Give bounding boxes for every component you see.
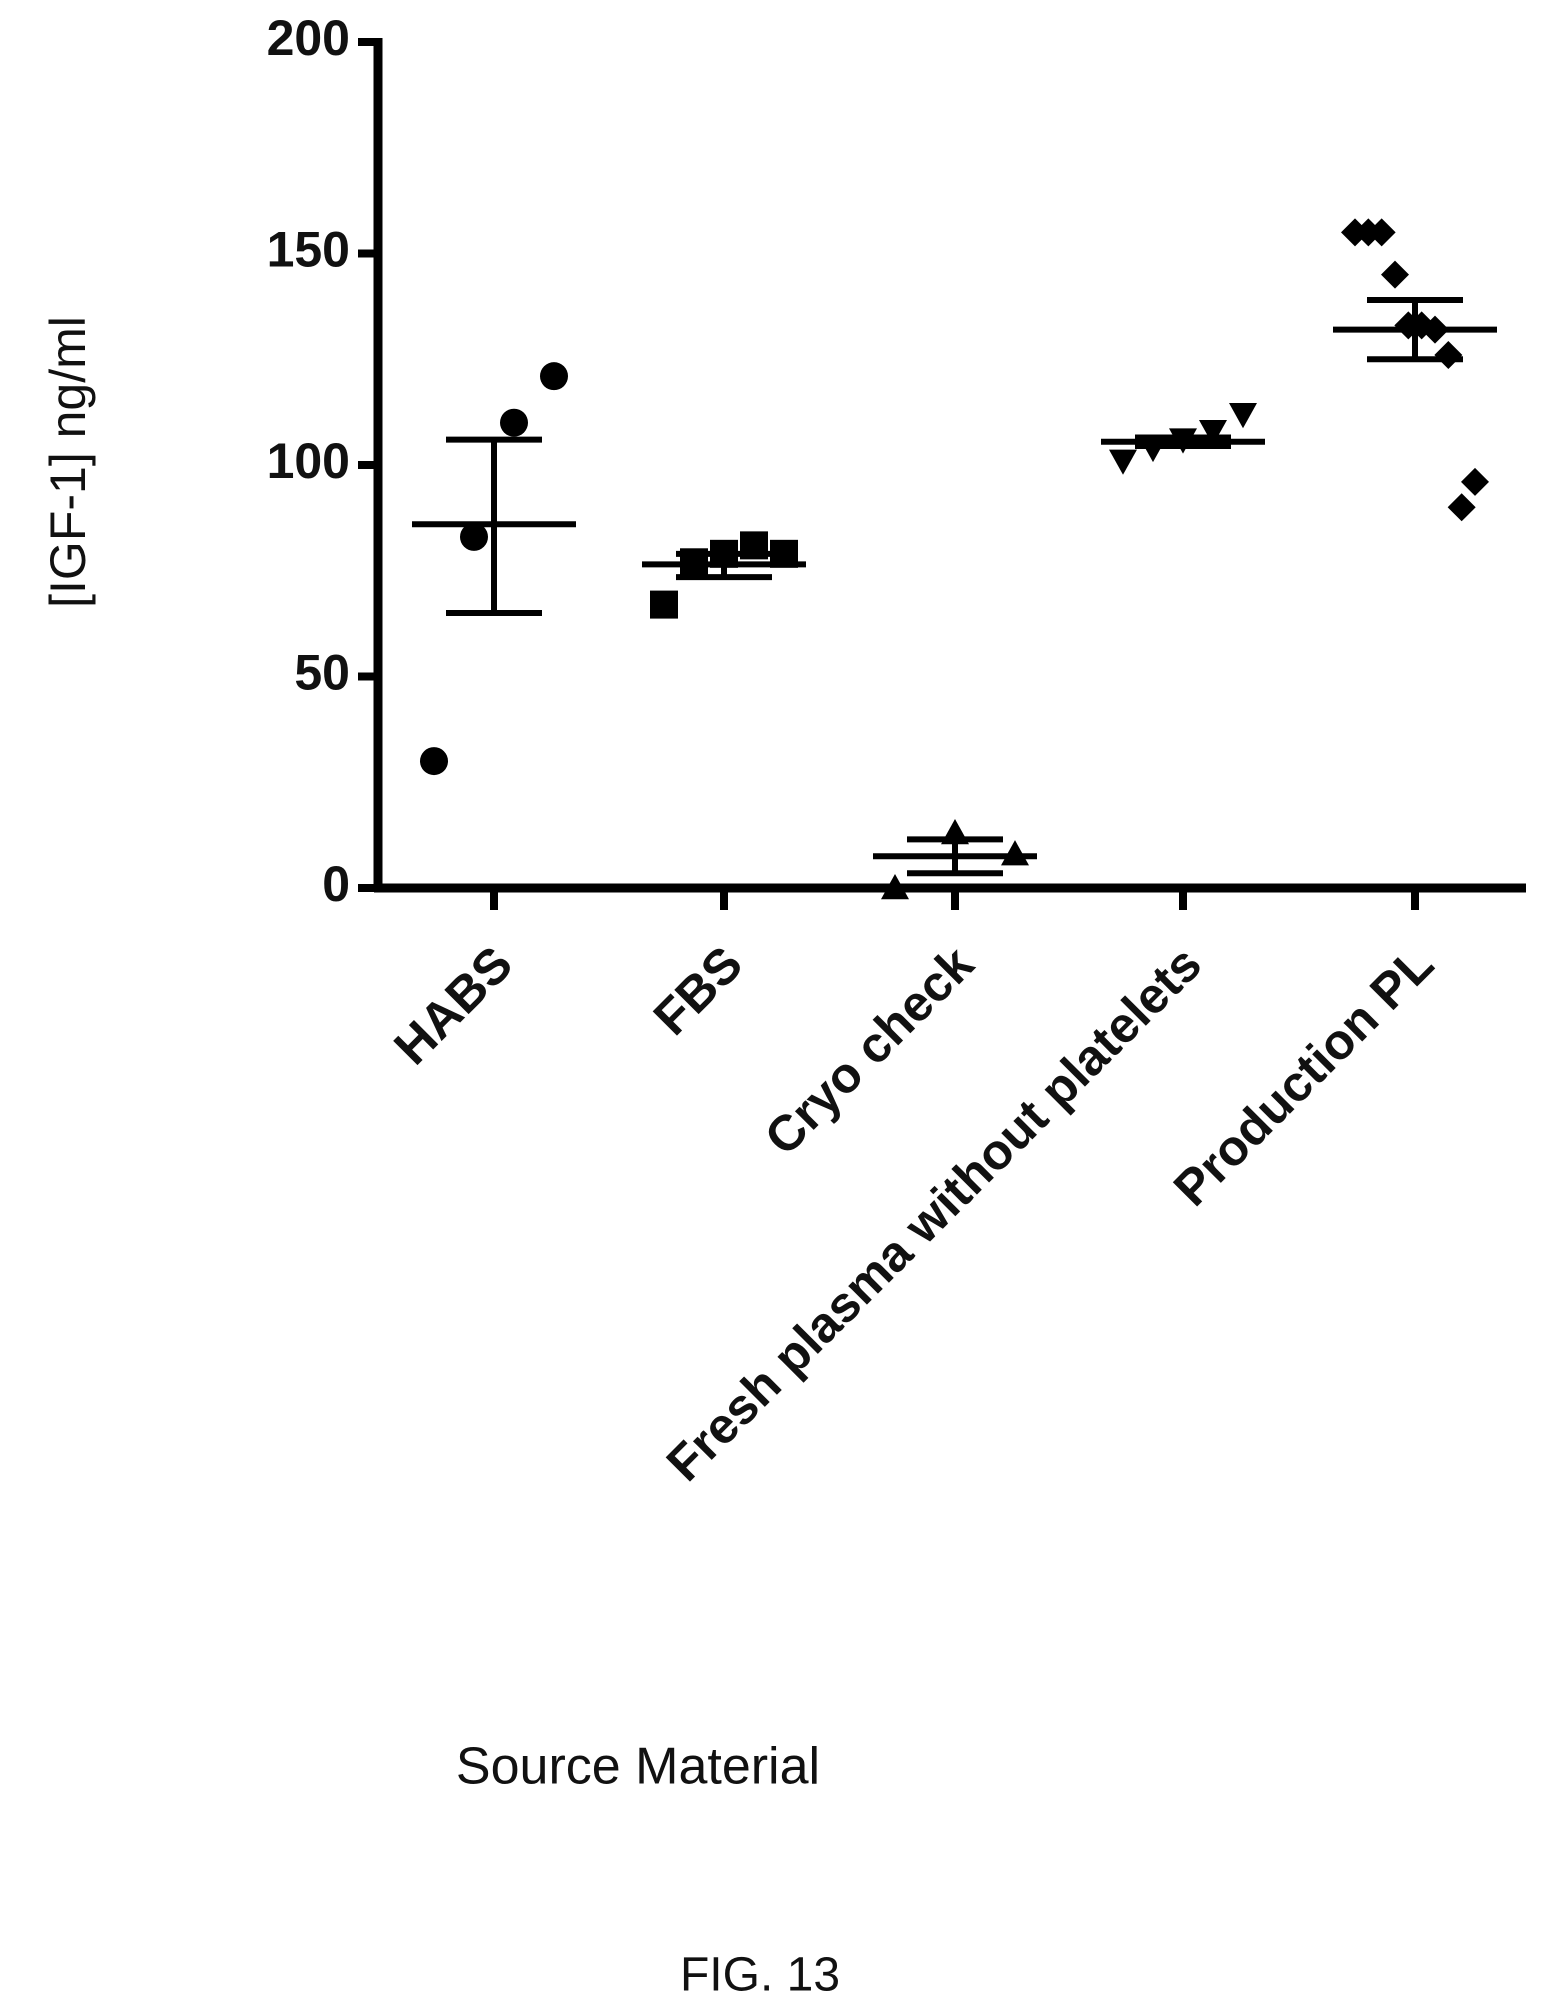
y-tick-label: 50 <box>294 645 350 701</box>
data-marks <box>420 218 1489 900</box>
x-axis-label: Source Material <box>456 1738 820 1796</box>
axes <box>373 38 1526 893</box>
data-point <box>1461 467 1489 496</box>
figure-caption: FIG. 13 <box>680 1949 840 2002</box>
data-point <box>460 522 488 551</box>
data-point <box>1434 341 1463 370</box>
y-tick-label: 100 <box>267 433 350 489</box>
data-point <box>1199 419 1227 446</box>
y-tick-label: 150 <box>267 222 350 278</box>
y-tick-label: 0 <box>322 856 350 912</box>
data-point <box>1381 260 1409 289</box>
data-point <box>650 590 678 619</box>
data-point <box>881 874 909 900</box>
data-point <box>1229 403 1257 429</box>
y-tick-label: 200 <box>267 10 350 66</box>
x-category-label: FBS <box>643 936 753 1046</box>
data-point <box>420 747 448 776</box>
y-axis-label: [IGF-1] ng/ml <box>40 316 96 608</box>
data-point <box>1109 449 1137 475</box>
x-category-label: HABS <box>383 936 523 1076</box>
data-point <box>540 362 568 391</box>
error-bars <box>412 297 1497 877</box>
x-category-label: Cryo check <box>754 935 984 1165</box>
data-point <box>1367 218 1396 247</box>
data-point <box>500 408 528 437</box>
data-point <box>1447 493 1476 522</box>
y-ticks: 0 50 100 150 200 <box>267 10 378 912</box>
data-point <box>1001 840 1029 866</box>
